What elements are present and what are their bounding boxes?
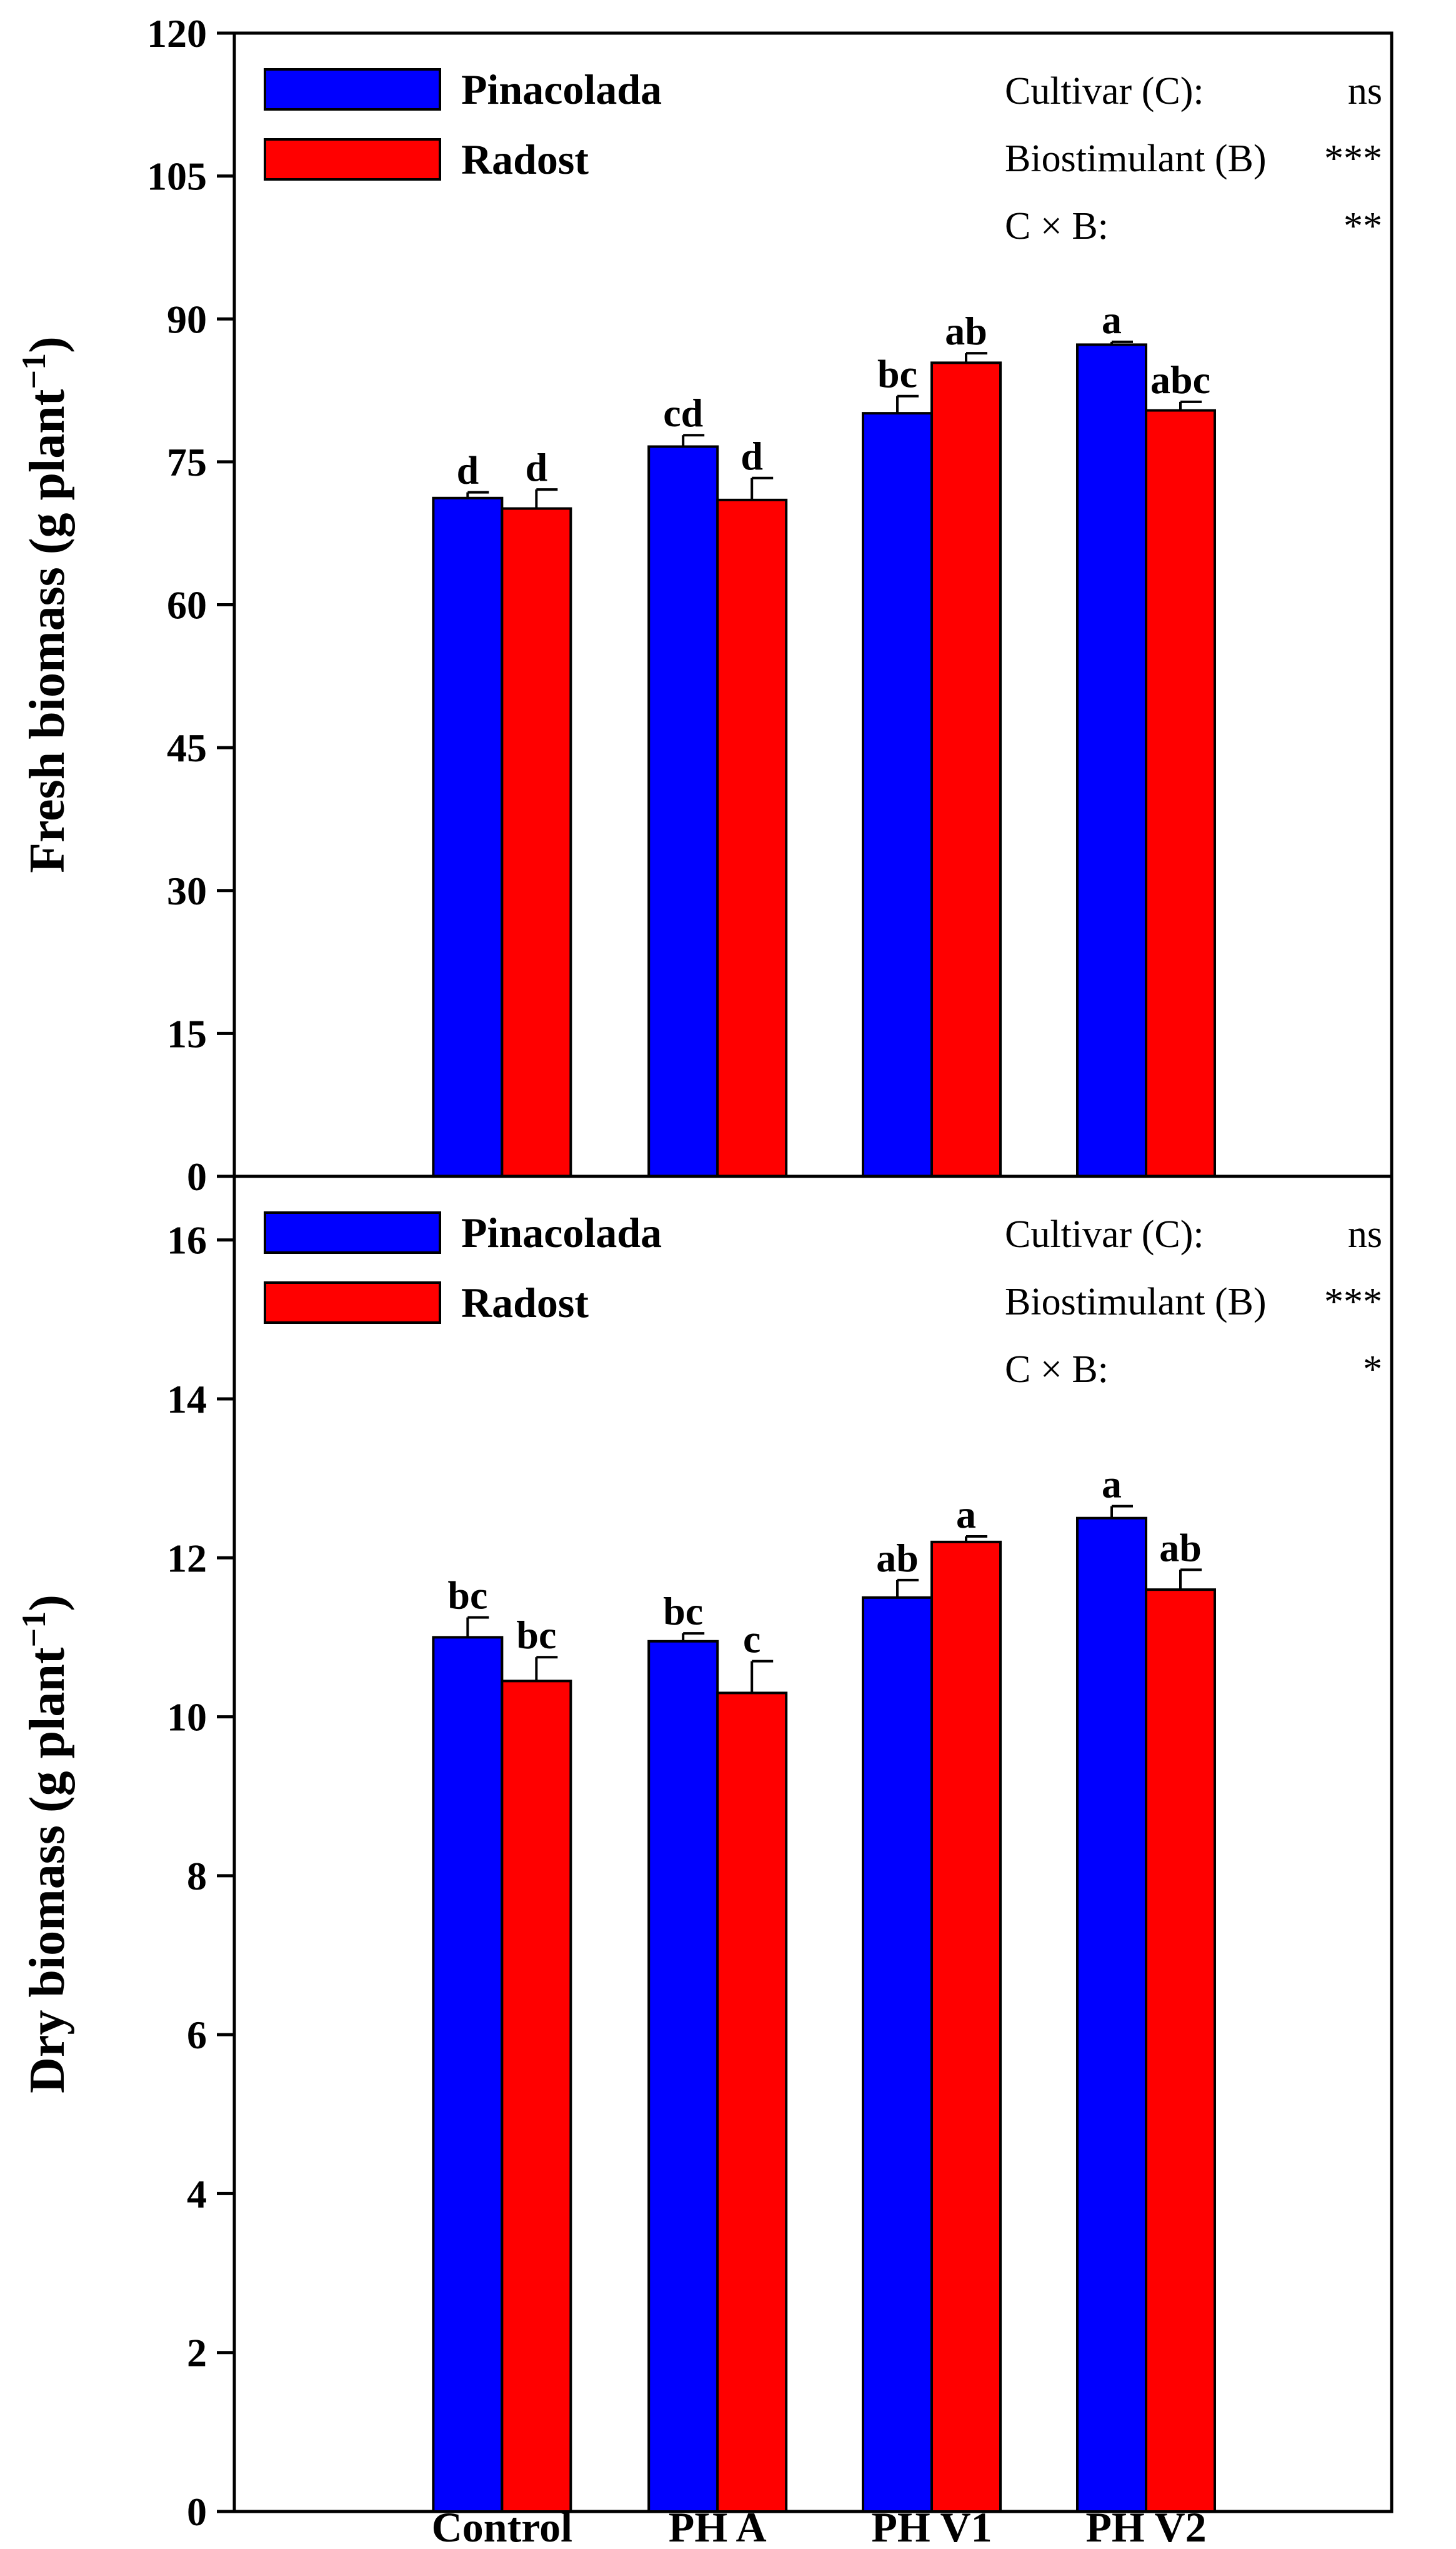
- bar: [647, 445, 719, 1178]
- significance-letter: ab: [876, 1536, 919, 1580]
- legend-label: Radost: [461, 136, 589, 183]
- y-axis-label: Dry biomass (g plant−1): [15, 1595, 75, 2093]
- x-category-label: PH A: [669, 2503, 767, 2549]
- y-tick-label: 8: [187, 1854, 207, 1898]
- y-tick-label: 45: [167, 726, 207, 770]
- plot-frame: [232, 31, 1394, 1178]
- stat-value: ***: [1324, 1281, 1382, 1323]
- significance-letter: d: [740, 434, 763, 478]
- y-tick-label: 16: [167, 1218, 207, 1263]
- x-category-label: PH V1: [871, 2503, 992, 2549]
- significance-letter: a: [1102, 298, 1122, 342]
- significance-letter: a: [956, 1492, 976, 1536]
- legend-label: Pinacolada: [461, 1209, 662, 1256]
- significance-letter: bc: [663, 1589, 703, 1633]
- bar: [716, 1691, 788, 2513]
- bar: [432, 1636, 504, 2513]
- significance-letter: bc: [877, 352, 917, 396]
- bar: [862, 412, 934, 1178]
- y-axis-label-close: ): [20, 1595, 75, 1611]
- significance-letter: d: [526, 445, 548, 489]
- stat-label: Cultivar (C):: [1005, 1213, 1204, 1256]
- bar: [1076, 343, 1148, 1178]
- y-tick-label: 0: [187, 1154, 207, 1199]
- stat-label: Biostimulant (B): [1005, 138, 1267, 180]
- significance-letter: a: [1102, 1462, 1122, 1506]
- bar: [647, 1640, 719, 2513]
- significance-letter: ab: [1159, 1525, 1202, 1570]
- stat-value: ns: [1348, 70, 1382, 113]
- bar: [716, 498, 788, 1178]
- bar: [1145, 409, 1217, 1178]
- significance-letter: bc: [447, 1573, 487, 1618]
- bar: [1076, 1516, 1148, 2513]
- x-category-label: PH V2: [1085, 2503, 1206, 2549]
- y-tick-label: 2: [187, 2331, 207, 2375]
- legend-swatch-1: [264, 138, 441, 181]
- significance-letter: ab: [945, 309, 987, 353]
- y-axis-label-close: ): [20, 336, 75, 353]
- bar: [862, 1596, 934, 2513]
- stat-label: C × B:: [1005, 1348, 1109, 1391]
- y-tick-label: 30: [167, 869, 207, 913]
- y-tick-label: 105: [147, 154, 207, 199]
- significance-letter: abc: [1150, 358, 1210, 402]
- bar: [501, 507, 572, 1178]
- legend-label: Pinacolada: [461, 66, 662, 113]
- stat-value: ***: [1324, 138, 1382, 180]
- stat-value: *: [1363, 1348, 1382, 1391]
- plot-frame: [232, 1174, 1394, 2513]
- bar: [1145, 1588, 1217, 2513]
- stat-value: ns: [1348, 1213, 1382, 1256]
- significance-letter: bc: [516, 1613, 556, 1657]
- legend-swatch-1: [264, 1281, 441, 1324]
- y-tick-label: 12: [167, 1536, 207, 1580]
- significance-letter: cd: [663, 391, 703, 435]
- y-tick-label: 75: [167, 440, 207, 484]
- bar: [930, 361, 1002, 1178]
- x-category-label: Control: [432, 2503, 572, 2549]
- legend-swatch-0: [264, 1211, 441, 1254]
- y-tick-label: 10: [167, 1695, 207, 1740]
- legend-swatch-0: [264, 68, 441, 111]
- y-tick-label: 60: [167, 583, 207, 628]
- stat-label: Biostimulant (B): [1005, 1281, 1267, 1323]
- bar: [501, 1680, 572, 2513]
- y-tick-label: 4: [187, 2171, 207, 2216]
- y-axis-label-main: Fresh biomass (g plant: [20, 389, 75, 873]
- y-tick-label: 14: [167, 1377, 207, 1421]
- y-axis-label-main: Dry biomass (g plant: [20, 1647, 75, 2093]
- stat-label: C × B:: [1005, 205, 1109, 248]
- y-axis-label-exponent: −1: [15, 1611, 52, 1648]
- y-tick-label: 0: [187, 2490, 207, 2534]
- bar: [930, 1540, 1002, 2513]
- y-tick-label: 6: [187, 2013, 207, 2057]
- significance-letter: c: [743, 1617, 760, 1661]
- y-tick-label: 120: [147, 11, 207, 56]
- y-tick-label: 15: [167, 1011, 207, 1056]
- y-axis-label-exponent: −1: [15, 353, 52, 389]
- legend-label: Radost: [461, 1279, 589, 1326]
- stat-label: Cultivar (C):: [1005, 70, 1204, 113]
- y-axis-label: Fresh biomass (g plant−1): [15, 336, 75, 873]
- significance-letter: d: [457, 448, 479, 493]
- y-tick-label: 90: [167, 297, 207, 341]
- stat-value: **: [1344, 205, 1382, 248]
- bar: [432, 496, 504, 1178]
